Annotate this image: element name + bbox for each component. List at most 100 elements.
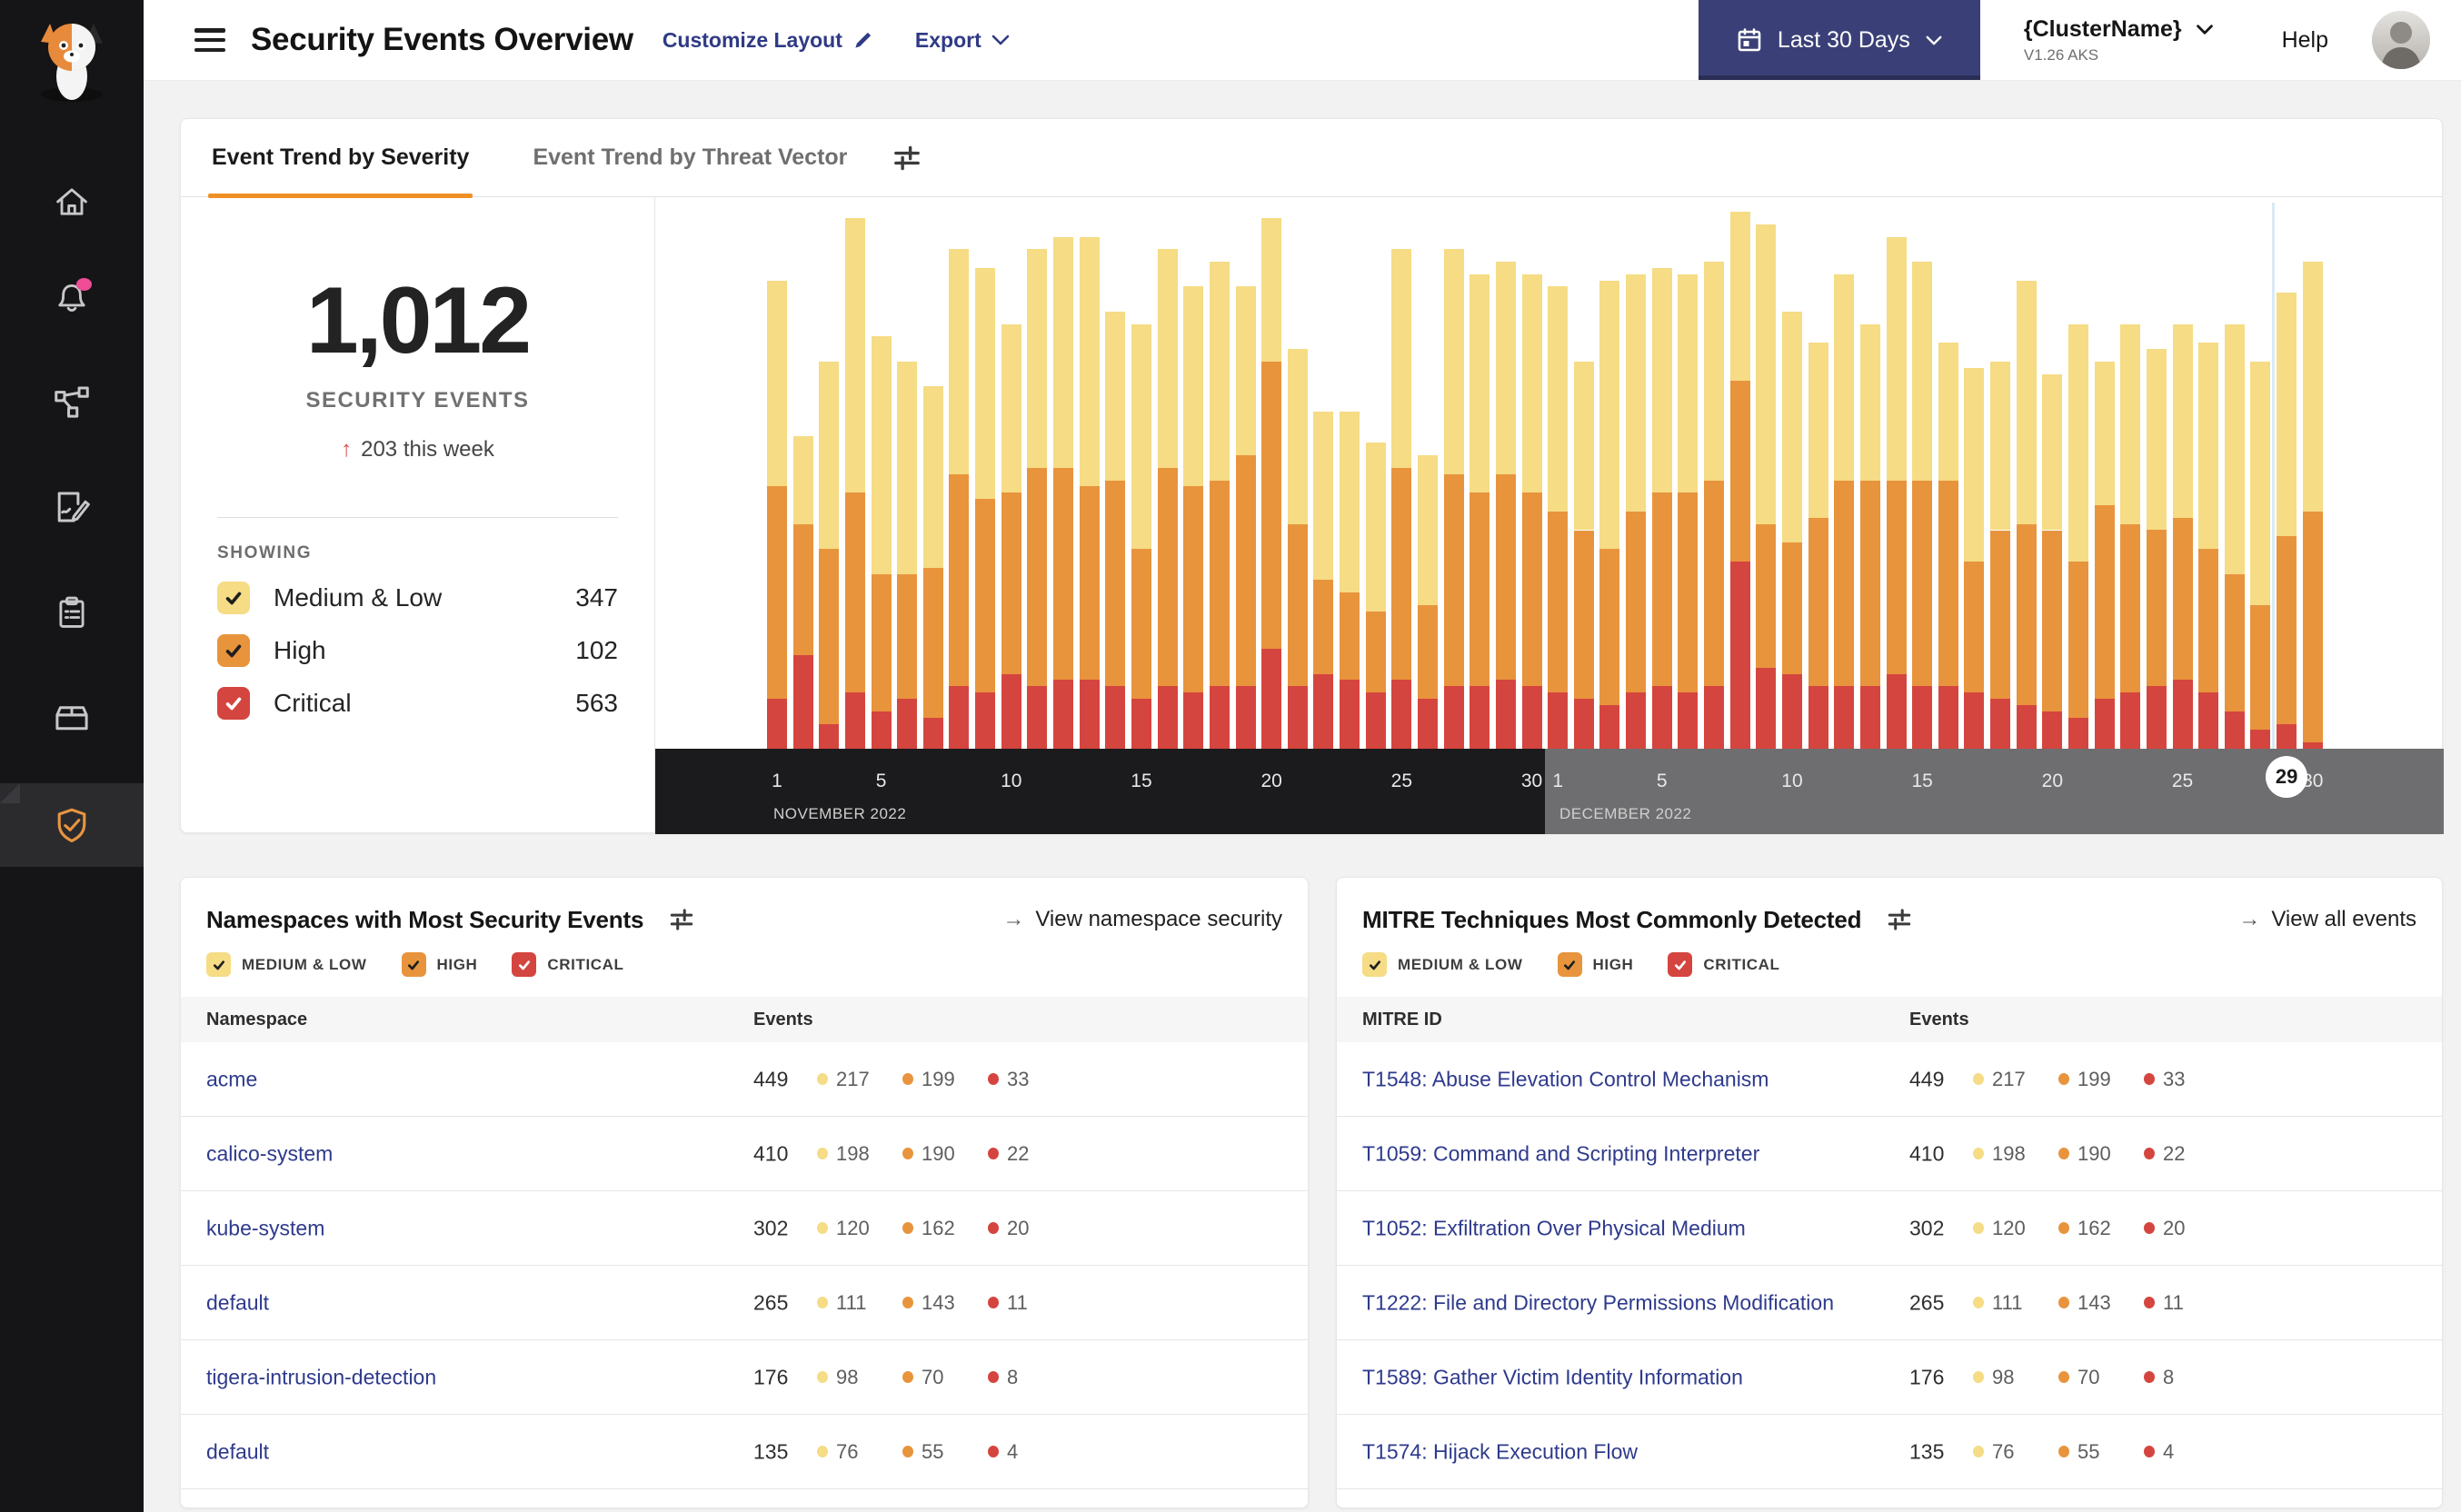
tab-event-trend-by-threat-vector[interactable]: Event Trend by Threat Vector [533,144,848,170]
row-name-link[interactable]: T1548: Abuse Elevation Control Mechanism [1362,1067,1769,1090]
mitre-panel: MITRE Techniques Most Commonly Detected … [1336,877,2443,1508]
bar-segment-critical [1834,686,1855,749]
help-link[interactable]: Help [2281,26,2328,53]
severity-filter-critical[interactable]: CRITICAL [1668,952,1779,977]
bar-segment-critical [1443,686,1464,749]
severity-count-medium_low: 217 [1973,1068,2026,1091]
severity-count-medium_low: 98 [1973,1366,2014,1389]
row-name-link[interactable]: tigera-intrusion-detection [206,1365,437,1388]
critical-dot-icon [2144,1297,2155,1308]
tab-event-trend-by-severity[interactable]: Event Trend by Severity [208,119,473,198]
user-avatar[interactable] [2372,11,2430,69]
bar-segment-high [2146,530,2167,687]
chart-x-axis: 1 5 10 15 20 25 30 NOVEMBER 2022 1 5 10 15 20 25 30 DEC… [655,749,2444,834]
bar-segment-high [2094,505,2115,700]
severity-filter-critical[interactable]: CRITICAL [512,952,623,977]
namespaces-table-rows: acme 449 217 199 33 calico-system 410 198 190 22 k… [181,1042,1308,1489]
severity-checkbox[interactable] [217,582,250,614]
row-total-events: 410 [1909,1141,1945,1165]
row-name-link[interactable]: T1222: File and Directory Permissions Mo… [1362,1290,1834,1314]
bar-segment-high [1626,511,1647,693]
bar-segment-critical [1990,699,2011,749]
bar-segment-medium_low [1626,274,1647,512]
row-name-link[interactable]: T1589: Gather Victim Identity Informatio… [1362,1365,1743,1388]
severity-filter-high[interactable]: HIGH [1557,952,1634,977]
shield-check-icon [48,801,95,849]
severity-checkbox[interactable] [1557,952,1582,977]
high-dot-icon [2058,1148,2069,1159]
severity-checkbox[interactable] [401,952,426,977]
severity-filter-high[interactable]: High 102 [217,634,618,667]
severity-filter-medium_low[interactable]: MEDIUM & LOW [1362,952,1523,977]
severity-filter-medium_low[interactable]: Medium & Low 347 [217,582,618,614]
bar-segment-medium_low [1886,236,1907,481]
bar-segment-critical [2068,717,2088,749]
bar-segment-medium_low [1313,411,1334,581]
cluster-version: V1.26 AKS [2023,45,2099,64]
severity-count-high: 70 [2058,1366,2099,1389]
bar-segment-high [2016,523,2037,705]
row-name-link[interactable]: T1052: Exfiltration Over Physical Medium [1362,1216,1746,1239]
severity-checkbox[interactable] [1668,952,1693,977]
cluster-selector[interactable]: {ClusterName} V1.26 AKS [2024,16,2215,65]
bar-segment-medium_low [1418,455,1438,605]
severity-count-critical: 8 [988,1366,1018,1389]
sidebar-item-workloads[interactable] [48,692,95,740]
trend-settings-sliders-icon[interactable] [889,140,925,176]
bar-segment-medium_low [1001,323,1021,493]
severity-checkbox[interactable] [217,634,250,667]
row-name-link[interactable]: T1059: Command and Scripting Interpreter [1362,1141,1760,1165]
row-name-link[interactable]: acme [206,1067,258,1090]
sidebar-item-notifications[interactable] [48,273,95,320]
severity-count-medium_low: 111 [1973,1291,2022,1315]
view-namespace-security-link[interactable]: → View namespace security [1002,907,1282,931]
sidebar-item-home[interactable] [48,178,95,225]
bar-segment-critical [1183,692,1204,749]
customize-layout-button[interactable]: Customize Layout [663,28,875,53]
mitre-panel-title: MITRE Techniques Most Commonly Detected [1362,905,1862,933]
severity-count-medium_low: 76 [817,1440,858,1464]
severity-checkbox[interactable] [217,687,250,720]
severity-checkbox[interactable] [206,952,231,977]
severity-count-critical: 33 [2144,1068,2185,1091]
severity-checkbox[interactable] [512,952,537,977]
sidebar-item-service-graph[interactable] [48,378,95,425]
severity-filter-high[interactable]: HIGH [401,952,478,977]
date-range-button[interactable]: Last 30 Days [1698,0,1980,80]
stacked-bar-plot [655,203,2444,749]
hamburger-menu-icon[interactable] [194,28,225,52]
severity-filter-medium_low[interactable]: MEDIUM & LOW [206,952,367,977]
bar-segment-high [1079,486,1100,681]
bar-segment-high [1859,480,1880,687]
severity-filter-count: 102 [575,636,618,664]
sidebar-item-compliance-reports[interactable] [48,589,95,636]
medium_low-dot-icon [1973,1297,1984,1308]
bar-segment-high [922,567,943,718]
severity-checkbox[interactable] [1362,952,1387,977]
bar-segment-high [1391,467,1412,681]
row-name-link[interactable]: default [206,1439,270,1463]
view-all-events-link[interactable]: → View all events [2238,907,2416,931]
bar-segment-medium_low [2250,361,2271,605]
namespaces-panel-title: Namespaces with Most Security Events [206,905,644,933]
sidebar-item-policies[interactable] [48,483,95,531]
bar-segment-medium_low [897,361,918,574]
row-name-link[interactable]: kube-system [206,1216,325,1239]
bar-segment-high [844,492,865,693]
row-name-link[interactable]: T1574: Hijack Execution Flow [1362,1439,1638,1463]
mitre-settings-sliders-icon[interactable] [1881,901,1918,938]
namespaces-settings-sliders-icon[interactable] [663,901,700,938]
bar-segment-critical [2094,699,2115,749]
export-button[interactable]: Export [915,28,1011,53]
bar-segment-critical [1938,686,1958,749]
axis-tick-label: 5 [875,771,887,791]
axis-tick-label: 10 [1781,771,1803,791]
bar-segment-medium_low [1443,249,1464,474]
row-name-link[interactable]: default [206,1290,270,1314]
severity-filter-critical[interactable]: Critical 563 [217,687,618,720]
row-name-link[interactable]: calico-system [206,1141,334,1165]
bar-segment-critical [975,692,996,749]
bar-segment-critical [1729,561,1750,749]
bar-segment-high [1235,455,1256,687]
sidebar-item-threat-defense-active[interactable] [0,783,144,867]
